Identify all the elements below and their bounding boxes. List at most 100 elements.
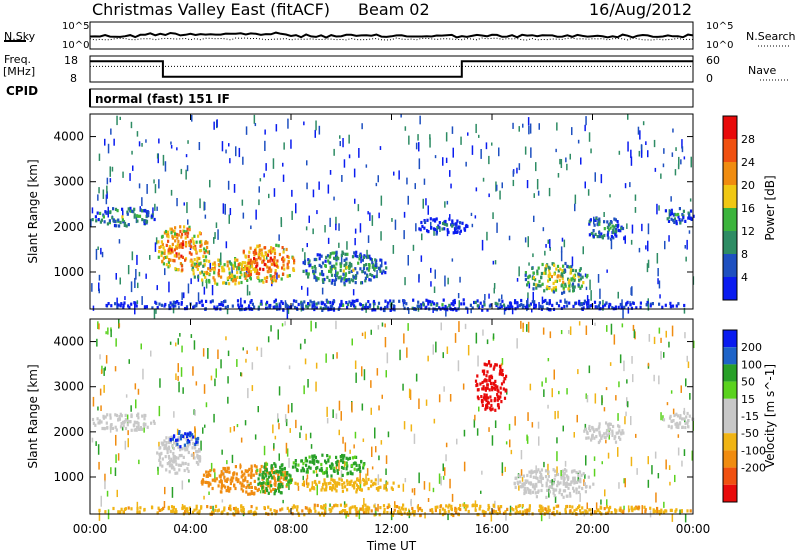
- velocity-sparse-cell: [653, 336, 656, 345]
- velocity-sparse-cell: [663, 352, 665, 358]
- velocity-sparse-cell: [284, 414, 287, 423]
- power-echo-cell: [579, 286, 582, 290]
- power-sparse-cell: [152, 207, 154, 218]
- velocity-echo-cell: [383, 484, 386, 488]
- power-echo-cell: [230, 278, 233, 282]
- power-sparse-cell: [340, 253, 343, 265]
- power-echo-cell: [354, 281, 357, 285]
- power-echo-cell: [127, 223, 130, 227]
- power-echo-cell: [592, 229, 595, 233]
- velocity-echo-cell: [489, 406, 492, 410]
- power-echo-cell: [204, 249, 207, 253]
- velocity-colorbar-tick: -100: [741, 444, 766, 457]
- power-echo-cell: [474, 300, 477, 304]
- velocity-ylabel: Slant Range [km]: [26, 364, 40, 468]
- power-sparse-cell: [565, 157, 567, 163]
- velocity-echo-cell: [248, 467, 251, 471]
- power-echo-cell: [451, 219, 454, 223]
- power-echo-cell: [318, 253, 321, 257]
- velocity-echo-cell: [178, 454, 181, 458]
- power-sparse-cell: [451, 126, 454, 134]
- power-echo-cell: [281, 246, 284, 250]
- velocity-echo-cell: [254, 486, 257, 490]
- power-echo-cell: [435, 217, 438, 221]
- velocity-echo-cell: [159, 452, 162, 456]
- velocity-sparse-cell: [631, 356, 633, 364]
- power-echo-cell: [224, 299, 227, 303]
- power-sparse-cell: [335, 223, 337, 231]
- velocity-echo-cell: [174, 459, 177, 463]
- power-echo-cell: [606, 225, 609, 229]
- velocity-echo-cell: [198, 455, 201, 459]
- power-echo-cell: [389, 299, 392, 303]
- velocity-colorbar-frame: [722, 329, 738, 503]
- velocity-sparse-cell: [370, 407, 372, 415]
- velocity-echo-cell: [159, 461, 162, 465]
- velocity-sparse-cell: [607, 452, 610, 459]
- velocity-echo-cell: [579, 477, 582, 481]
- velocity-echo-cell: [498, 372, 501, 376]
- power-sparse-cell: [433, 286, 436, 293]
- power-echo-cell: [582, 302, 586, 306]
- velocity-echo-cell: [581, 511, 584, 515]
- velocity-echo-cell: [333, 469, 336, 473]
- power-sparse-cell: [105, 194, 108, 205]
- velocity-sparse-cell: [227, 376, 229, 384]
- velocity-sparse-cell: [96, 338, 98, 347]
- power-echo-cell: [544, 269, 547, 273]
- power-echo-cell: [604, 303, 607, 307]
- velocity-sparse-cell: [316, 484, 318, 496]
- power-echo-cell: [496, 302, 499, 306]
- power-echo-cell: [108, 221, 111, 225]
- power-sparse-cell: [675, 147, 677, 152]
- velocity-echo-cell: [184, 448, 187, 452]
- power-echo-cell: [359, 267, 362, 271]
- power-echo-cell: [179, 229, 182, 234]
- velocity-sparse-cell: [411, 488, 414, 493]
- velocity-echo-cell: [170, 505, 174, 509]
- velocity-sparse-cell: [554, 496, 557, 503]
- power-echo-cell: [209, 268, 212, 272]
- velocity-echo-cell: [403, 511, 406, 515]
- velocity-echo-cell: [531, 490, 535, 494]
- power-echo-cell: [448, 303, 451, 307]
- velocity-echo-cell: [313, 506, 316, 510]
- power-echo-cell: [234, 258, 237, 262]
- power-sparse-cell: [450, 183, 452, 189]
- power-echo-cell: [114, 220, 117, 224]
- velocity-echo-cell: [578, 479, 581, 483]
- velocity-sparse-cell: [354, 360, 357, 369]
- power-echo-cell: [281, 266, 284, 270]
- power-ytick-label: 4000: [53, 130, 84, 144]
- power-sparse-cell: [306, 287, 309, 296]
- velocity-echo-cell: [493, 397, 497, 401]
- power-sparse-cell: [486, 231, 488, 241]
- power-echo-cell: [122, 305, 125, 310]
- cpid-value: normal (fast) 151 IF: [95, 92, 230, 106]
- velocity-echo-cell: [540, 488, 543, 493]
- power-echo-cell: [564, 282, 567, 286]
- power-echo-cell: [592, 234, 595, 238]
- power-sparse-cell: [306, 182, 308, 190]
- power-echo-cell: [198, 231, 201, 235]
- power-echo-cell: [123, 301, 126, 305]
- velocity-ytick-label: 4000: [53, 335, 84, 349]
- velocity-echo-cell: [181, 506, 184, 510]
- velocity-echo-cell: [91, 417, 95, 422]
- velocity-echo-cell: [617, 431, 620, 435]
- velocity-echo-cell: [565, 505, 568, 509]
- velocity-echo-cell: [523, 491, 526, 496]
- velocity-echo-cell: [110, 423, 113, 427]
- power-echo-cell: [99, 220, 102, 224]
- velocity-echo-cell: [622, 511, 625, 515]
- velocity-echo-cell: [170, 509, 173, 513]
- power-echo-cell: [308, 259, 311, 263]
- velocity-echo-cell: [270, 484, 273, 488]
- power-echo-cell: [405, 302, 408, 306]
- velocity-echo-cell: [483, 393, 486, 397]
- velocity-sparse-cell: [335, 320, 337, 330]
- power-sparse-cell: [640, 145, 643, 154]
- power-echo-cell: [540, 276, 543, 280]
- power-echo-cell: [499, 302, 502, 306]
- power-echo-cell: [535, 286, 538, 290]
